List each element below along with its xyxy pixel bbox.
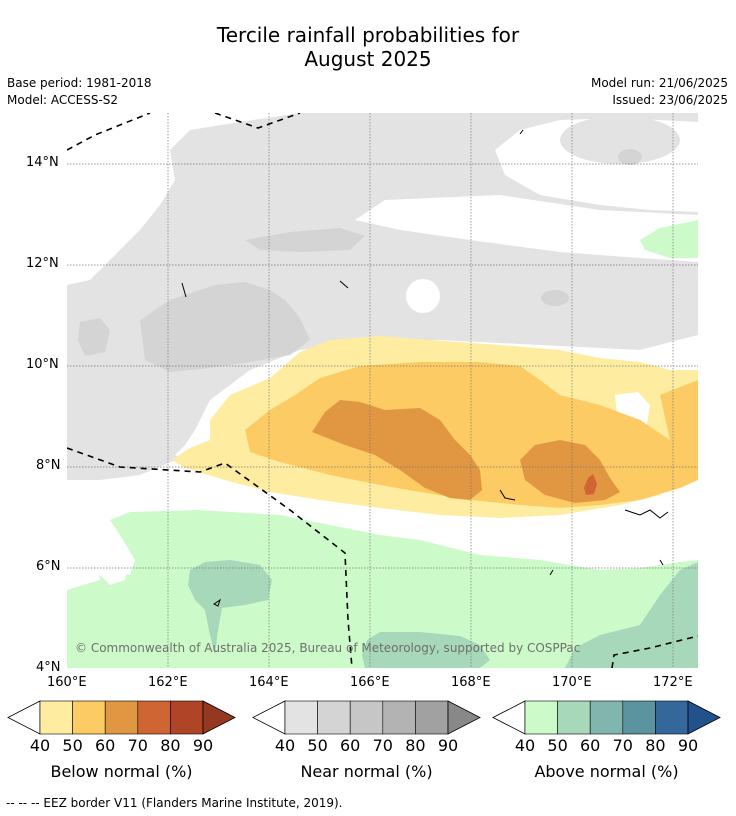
below-normal-legend-title: Below normal (%) <box>50 762 193 781</box>
map-title-line2: August 2025 <box>304 47 432 71</box>
near-normal-tick-50: 50 <box>307 736 328 755</box>
near-normal-tick-60: 60 <box>340 736 361 755</box>
above-normal-tick-80: 80 <box>645 736 666 755</box>
above-normal-tick-60: 60 <box>580 736 601 755</box>
below-normal-tick-80: 80 <box>160 736 181 755</box>
below-normal-tick-60: 60 <box>95 736 116 755</box>
below-normal-tick-40: 40 <box>29 736 51 755</box>
lat-tick-6: 6°N <box>36 559 61 574</box>
lon-tick-170: 170°E <box>552 675 592 690</box>
map-title-line1: Tercile rainfall probabilities for <box>216 23 520 47</box>
probability-field <box>67 113 698 668</box>
graticule <box>67 113 698 668</box>
below-normal-tick-90: 90 <box>192 736 214 755</box>
model-text: Model: ACCESS-S2 <box>7 93 119 107</box>
eez-footnote: -- -- -- EEZ border V11 (Flanders Marine… <box>6 796 343 810</box>
lon-tick-168: 168°E <box>451 675 491 690</box>
lon-tick-160: 160°E <box>47 675 87 690</box>
issued-text: Issued: 23/06/2025 <box>612 93 728 107</box>
lon-tick-172: 172°E <box>653 675 693 690</box>
near-normal-legend-title: Near normal (%) <box>300 762 433 781</box>
lat-tick-14: 14°N <box>26 155 59 170</box>
above-normal-tick-40: 40 <box>514 736 536 755</box>
near-normal-tick-70: 70 <box>372 736 393 755</box>
copyright-text: © Commonwealth of Australia 2025, Bureau… <box>75 641 581 655</box>
model-run-text: Model run: 21/06/2025 <box>590 76 728 90</box>
lon-tick-164: 164°E <box>249 675 289 690</box>
eez-borders <box>67 113 698 668</box>
near-normal-tick-80: 80 <box>405 736 426 755</box>
below-normal-region-60 <box>312 400 482 500</box>
above-normal-region-40 <box>67 510 698 668</box>
above-normal-tick-70: 70 <box>612 736 633 755</box>
above-normal-legend-title: Above normal (%) <box>534 762 679 781</box>
lat-tick-4: 4°N <box>36 660 61 675</box>
lat-tick-12: 12°N <box>26 256 59 271</box>
lon-tick-162: 162°E <box>148 675 188 690</box>
lon-tick-166: 166°E <box>350 675 390 690</box>
lat-tick-8: 8°N <box>36 458 61 473</box>
islands <box>181 129 669 607</box>
base-period-text: Base period: 1981-2018 <box>7 76 152 90</box>
above-normal-tick-50: 50 <box>547 736 568 755</box>
above-normal-tick-90: 90 <box>677 736 699 755</box>
near-normal-tick-40: 40 <box>274 736 296 755</box>
below-normal-tick-70: 70 <box>127 736 148 755</box>
below-normal-tick-50: 50 <box>62 736 83 755</box>
below-normal-region-70 <box>584 474 597 495</box>
lat-tick-10: 10°N <box>26 357 59 372</box>
near-normal-tick-90: 90 <box>437 736 459 755</box>
above-normal-region-50 <box>188 560 272 655</box>
